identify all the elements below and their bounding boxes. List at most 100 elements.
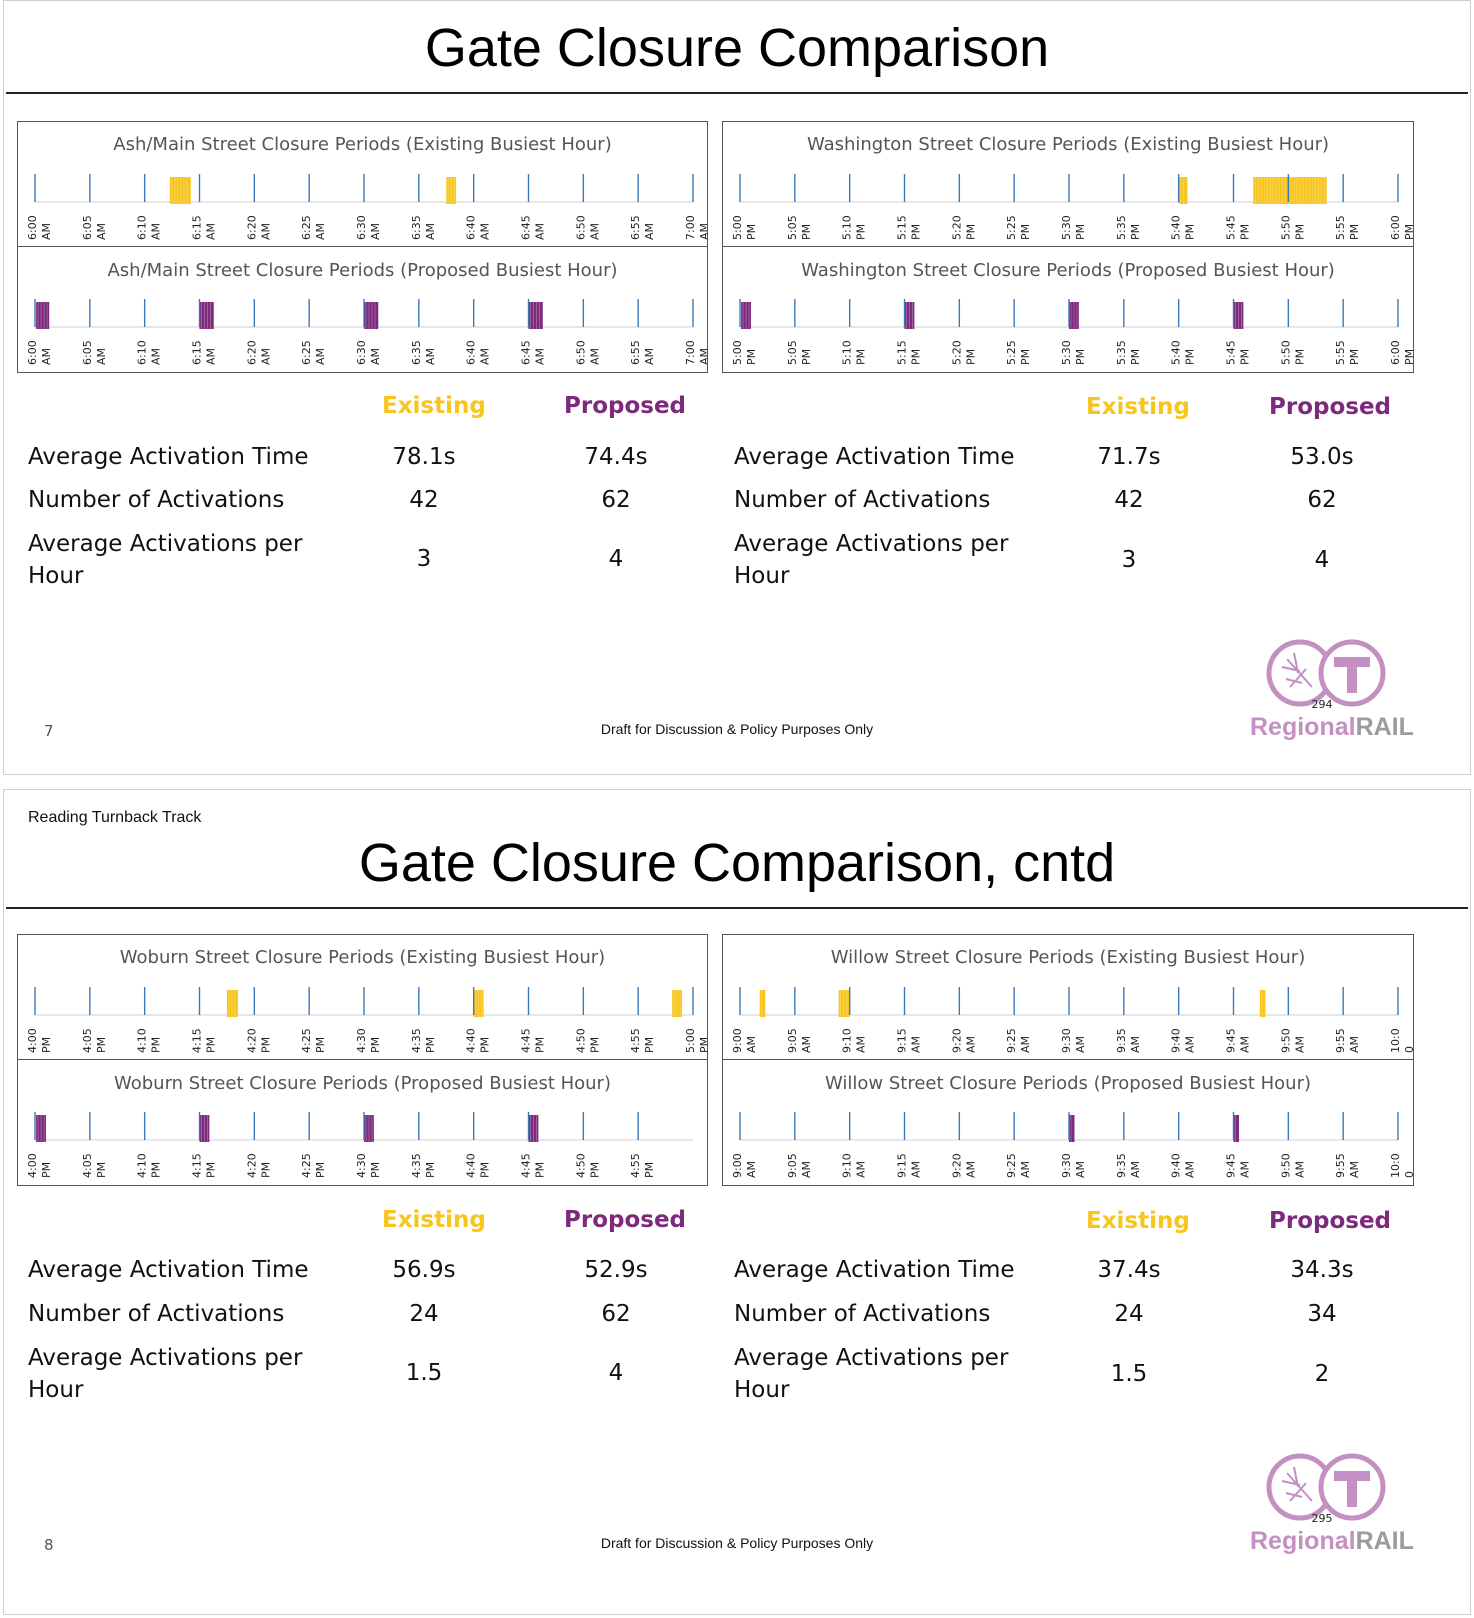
tick-label-period: AM [1293,1036,1306,1053]
willow-chart-panel: Willow Street Closure Periods (Existing … [722,934,1414,1186]
proposed-header: Proposed [564,1207,687,1233]
tick-label-time: 9:00 [731,1028,744,1053]
avg-activations-per-hour-proposed: 4 [1314,547,1330,573]
tick-label-time: 10:0 [1389,1028,1402,1053]
tick-label: 5:40 PM [1170,215,1197,240]
tick-label: 4:25 PM [300,1153,327,1178]
tick-label-period: AM [910,1161,923,1178]
tick-label-time: 9:20 [950,1028,963,1053]
tick-label-period: PM [910,349,923,365]
tick-label-time: 9:35 [1115,1028,1128,1053]
tick-label: 5:00 PM [731,340,758,365]
tick-label-time: 6:55 [629,340,642,365]
tick-label-time: 6:00 [26,215,39,240]
closure-bar-existing [169,177,191,204]
tick-label-time: 4:00 [26,1028,39,1053]
tick-label-period: PM [259,1037,272,1053]
tick-label-period: PM [314,1037,327,1053]
tick-label-time: 9:05 [786,1028,799,1053]
tick-label: 9:20 AM [950,1153,977,1178]
tick-label: 6:00 PM [1389,340,1413,365]
tick-label-time: 6:20 [245,340,258,365]
tick-label-time: 6:35 [410,340,423,365]
tick-label-time: 4:25 [300,1153,313,1178]
tick-label-period: AM [150,348,163,365]
tick-label-period: PM [95,1037,108,1053]
number-of-activations-existing: 42 [409,487,439,513]
tick-label: 4:35 PM [410,1153,437,1178]
tick-label-period: PM [369,1037,382,1053]
tick-label-period: PM [588,1162,601,1178]
tick-label: 6:10 AM [136,215,163,240]
tick-label: 5:00 PM [731,215,758,240]
tick-label: 5:10 PM [841,215,868,240]
footer-disclaimer: Draft for Discussion & Policy Purposes O… [600,1535,874,1551]
tick-label-period: AM [1348,1161,1361,1178]
avg-activation-time-existing: 78.1s [392,444,456,470]
tick-label: 4:30 PM [355,1153,382,1178]
tick-label-period: AM [800,1036,813,1053]
tick-label-period: PM [1293,224,1306,240]
tick-label-period: PM [588,1037,601,1053]
tick-label: 9:50 AM [1279,1028,1306,1053]
tick-label-time: 9:25 [1005,1153,1018,1178]
tick-label-time: 9:35 [1115,1153,1128,1178]
number-of-activations-label: Number of Activations [734,487,991,513]
tick-label-period: PM [1184,224,1197,240]
tick-label: 9:50 AM [1279,1153,1306,1178]
tick-label-period: AM [1019,1036,1032,1053]
tick-label-time: 6:25 [300,340,313,365]
number-of-activations-proposed: 62 [1307,487,1337,513]
avg-activation-time-label: Average Activation Time [28,1257,309,1283]
tick-label: 6:15 AM [191,215,218,240]
tick-label: 6:05 AM [81,215,108,240]
tick-label-period: PM [1239,224,1252,240]
tick-label: 9:25 AM [1005,1153,1032,1178]
tick-label: 5:50 PM [1279,215,1306,240]
tick-label-time: 6:05 [81,215,94,240]
tick-label-time: 6:30 [355,340,368,365]
tick-label: 6:35 AM [410,340,437,365]
tick-label: 4:15 PM [191,1028,218,1053]
tick-label-time: 4:55 [629,1153,642,1178]
tick-label: 5:15 PM [896,215,923,240]
chart-title: Willow Street Closure Periods (Existing … [830,947,1306,968]
tick-label-period: PM [1129,349,1142,365]
number-of-activations-existing: 42 [1114,487,1144,513]
ash-main-chart-panel: Ash/Main Street Closure Periods (Existin… [17,121,708,373]
chart-title: Willow Street Closure Periods (Proposed … [824,1073,1312,1094]
slide-title: Gate Closure Comparison, cntd [358,833,1116,893]
tick-label-period: AM [1074,1161,1087,1178]
closure-bar-proposed [904,302,915,329]
avg-activation-time-proposed: 52.9s [584,1257,648,1283]
tick-label-period: PM [745,349,758,365]
proposed-header: Proposed [564,393,687,419]
tick-label-time: 5:20 [950,215,963,240]
tick-label-time: 5:30 [1060,215,1073,240]
tick-label-time: 5:55 [1334,215,1347,240]
avg-activations-per-hour-existing: 3 [1121,547,1137,573]
existing-header: Existing [1086,1208,1190,1234]
slide-7: Gate Closure Comparison Ash/Main Street … [3,0,1471,775]
tick-label-time: 6:10 [136,340,149,365]
tick-label-period: AM [205,223,218,240]
tick-label-time: 5:10 [841,215,854,240]
tick-label: 10:00 [1389,1028,1413,1053]
tick-label-period: AM [534,348,547,365]
ash-main-existing-timeline: 6:00 AM 6:05 AM 6:10 AM 6:15 AM 6:20 AM 6:25 AM 6:30… [26,174,707,240]
existing-header: Existing [382,393,486,419]
tick-label-period: AM [424,348,437,365]
tick-label-period: AM [698,223,707,240]
tick-label-period: AM [314,223,327,240]
tick-label-period: PM [1293,349,1306,365]
tick-label-time: 6:40 [465,215,478,240]
tick-label-period: AM [643,348,656,365]
avg-activations-per-hour-proposed: 4 [608,546,624,572]
washington-stats: Existing Proposed Average Activation Tim… [734,394,1424,614]
tick-label: 5:05 PM [786,340,813,365]
tick-label-time: 5:20 [950,340,963,365]
closure-bar-proposed [528,1115,539,1142]
title-rule [6,92,1468,94]
tick-label-time: 6:25 [300,215,313,240]
tick-label-period: AM [40,223,53,240]
